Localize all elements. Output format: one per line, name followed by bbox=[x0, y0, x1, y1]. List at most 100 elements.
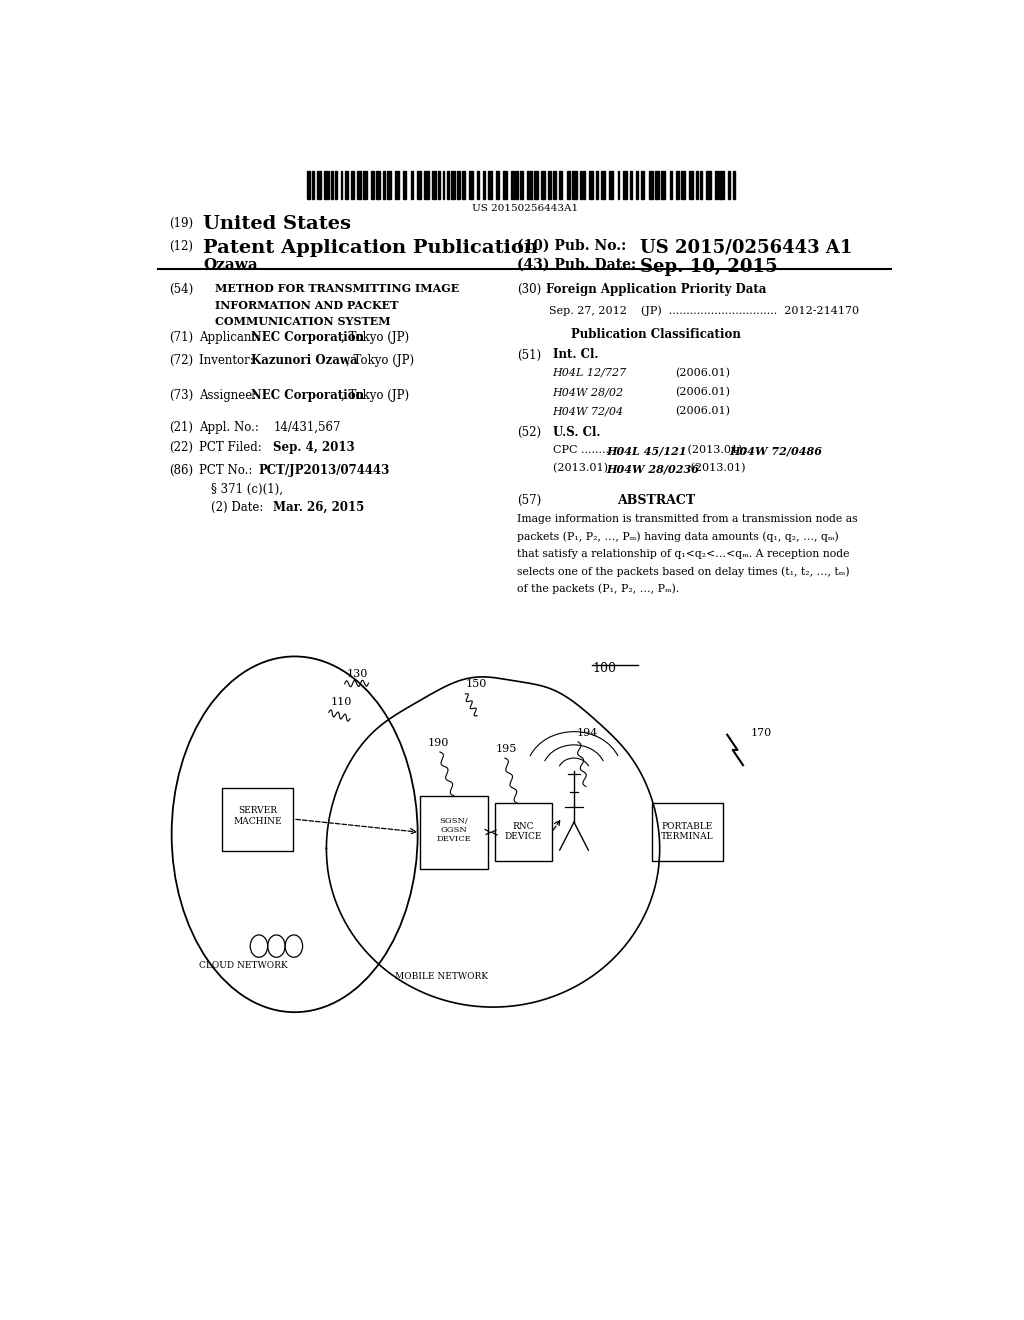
Text: (73): (73) bbox=[169, 389, 194, 403]
Bar bbox=[402, 170, 406, 199]
Text: (22): (22) bbox=[169, 441, 194, 454]
Bar bbox=[548, 170, 551, 199]
Bar bbox=[571, 170, 577, 199]
Text: NEC Corporation: NEC Corporation bbox=[251, 331, 365, 345]
Bar bbox=[495, 804, 552, 861]
Text: H04W 28/02: H04W 28/02 bbox=[553, 387, 624, 397]
Bar bbox=[383, 170, 385, 199]
Text: NEC Corporation: NEC Corporation bbox=[251, 389, 365, 403]
Bar bbox=[432, 170, 436, 199]
Text: (2006.01): (2006.01) bbox=[676, 368, 730, 378]
Bar bbox=[520, 170, 522, 199]
Text: H04W 28/0236: H04W 28/0236 bbox=[606, 463, 699, 474]
Text: INFORMATION AND PACKET: INFORMATION AND PACKET bbox=[215, 300, 398, 310]
Text: (30): (30) bbox=[517, 284, 541, 297]
Bar bbox=[476, 170, 479, 199]
Text: PORTABLE
TERMINAL: PORTABLE TERMINAL bbox=[662, 821, 714, 841]
Text: PCT Filed:: PCT Filed: bbox=[200, 441, 262, 454]
Bar bbox=[541, 170, 545, 199]
Bar bbox=[700, 170, 701, 199]
Text: , Tokyo (JP): , Tokyo (JP) bbox=[341, 331, 409, 345]
Text: Assignee:: Assignee: bbox=[200, 389, 260, 403]
Text: packets (P₁, P₂, …, Pₘ) having data amounts (q₁, q₂, …, qₘ): packets (P₁, P₂, …, Pₘ) having data amou… bbox=[517, 532, 839, 543]
Text: (2006.01): (2006.01) bbox=[676, 387, 730, 397]
Bar bbox=[670, 170, 672, 199]
Text: (2013.01);: (2013.01); bbox=[684, 445, 750, 455]
Bar bbox=[331, 170, 334, 199]
Text: H04L 12/727: H04L 12/727 bbox=[553, 368, 627, 378]
Bar bbox=[589, 170, 593, 199]
Bar bbox=[715, 170, 718, 199]
Bar bbox=[446, 170, 449, 199]
Text: (10) Pub. No.:: (10) Pub. No.: bbox=[517, 239, 631, 252]
Bar bbox=[376, 170, 380, 199]
Text: Sep. 4, 2013: Sep. 4, 2013 bbox=[273, 441, 355, 454]
Bar bbox=[437, 170, 440, 199]
Text: ABSTRACT: ABSTRACT bbox=[616, 494, 695, 507]
Text: COMMUNICATION SYSTEM: COMMUNICATION SYSTEM bbox=[215, 315, 391, 327]
Text: Ozawa: Ozawa bbox=[204, 257, 258, 272]
Text: 190: 190 bbox=[428, 738, 450, 748]
Text: (2013.01): (2013.01) bbox=[687, 463, 746, 474]
Text: H04W 72/04: H04W 72/04 bbox=[553, 407, 624, 416]
Bar bbox=[636, 170, 638, 199]
Text: H04L 45/121: H04L 45/121 bbox=[606, 445, 687, 455]
Bar bbox=[351, 170, 353, 199]
Bar bbox=[482, 170, 484, 199]
Bar bbox=[325, 170, 329, 199]
Text: SERVER
MACHINE: SERVER MACHINE bbox=[233, 807, 282, 826]
Text: (72): (72) bbox=[169, 354, 194, 367]
Text: US 20150256443A1: US 20150256443A1 bbox=[472, 205, 578, 213]
Bar bbox=[707, 170, 711, 199]
Bar bbox=[689, 170, 692, 199]
Bar bbox=[728, 170, 730, 199]
Text: Patent Application Publication: Patent Application Publication bbox=[204, 239, 539, 256]
Bar bbox=[357, 170, 361, 199]
Bar bbox=[566, 170, 569, 199]
Bar bbox=[469, 170, 473, 199]
Bar bbox=[515, 170, 518, 199]
Text: Sep. 27, 2012    (JP)  ...............................  2012-214170: Sep. 27, 2012 (JP) .....................… bbox=[549, 306, 859, 317]
Bar bbox=[424, 170, 429, 199]
Text: (12): (12) bbox=[169, 240, 194, 252]
Text: (52): (52) bbox=[517, 426, 541, 438]
Bar bbox=[733, 170, 735, 199]
Text: Appl. No.:: Appl. No.: bbox=[200, 421, 259, 434]
Text: (2013.01);: (2013.01); bbox=[553, 463, 614, 474]
Text: United States: United States bbox=[204, 215, 351, 234]
Text: § 371 (c)(1),: § 371 (c)(1), bbox=[211, 483, 284, 495]
Bar bbox=[371, 170, 374, 199]
Text: RNC
DEVICE: RNC DEVICE bbox=[505, 821, 542, 841]
Text: of the packets (P₁, P₂, …, Pₘ).: of the packets (P₁, P₂, …, Pₘ). bbox=[517, 583, 679, 594]
Bar bbox=[535, 170, 538, 199]
Bar bbox=[387, 170, 391, 199]
Bar bbox=[617, 170, 620, 199]
Text: (2006.01): (2006.01) bbox=[676, 407, 730, 417]
Text: US 2015/0256443 A1: US 2015/0256443 A1 bbox=[640, 239, 852, 256]
Bar bbox=[394, 170, 398, 199]
Text: (19): (19) bbox=[169, 218, 194, 231]
Text: that satisfy a relationship of q₁<q₂<…<qₘ. A reception node: that satisfy a relationship of q₁<q₂<…<q… bbox=[517, 549, 849, 558]
Text: , Tokyo (JP): , Tokyo (JP) bbox=[341, 389, 409, 403]
Text: METHOD FOR TRANSMITTING IMAGE: METHOD FOR TRANSMITTING IMAGE bbox=[215, 284, 460, 294]
Text: , Tokyo (JP): , Tokyo (JP) bbox=[346, 354, 415, 367]
Bar bbox=[503, 170, 507, 199]
Text: (51): (51) bbox=[517, 348, 541, 362]
Bar bbox=[452, 170, 455, 199]
Bar bbox=[584, 170, 586, 199]
Bar bbox=[641, 170, 644, 199]
Bar bbox=[417, 170, 421, 199]
Text: Inventor:: Inventor: bbox=[200, 354, 262, 367]
Bar bbox=[580, 170, 582, 199]
Bar bbox=[496, 170, 500, 199]
Bar bbox=[312, 170, 314, 199]
Text: 130: 130 bbox=[346, 669, 368, 678]
Text: H04W 72/0486: H04W 72/0486 bbox=[729, 445, 822, 455]
Bar bbox=[600, 170, 605, 199]
Bar bbox=[341, 170, 342, 199]
Text: Applicant:: Applicant: bbox=[200, 331, 264, 345]
Bar bbox=[596, 170, 598, 199]
Text: Sep. 10, 2015: Sep. 10, 2015 bbox=[640, 257, 777, 276]
Text: Foreign Application Priority Data: Foreign Application Priority Data bbox=[546, 284, 766, 297]
Text: PCT/JP2013/074443: PCT/JP2013/074443 bbox=[259, 465, 390, 478]
